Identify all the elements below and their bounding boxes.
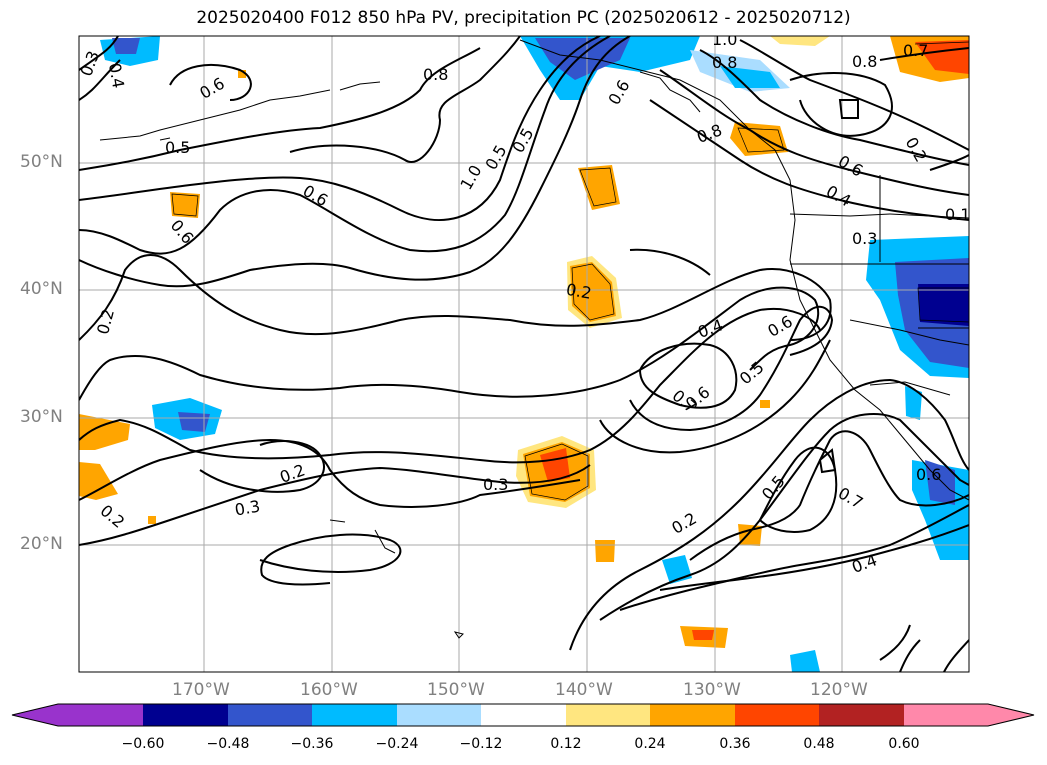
contour-label: 0.8 xyxy=(423,65,448,84)
contour-label: 0.3 xyxy=(483,475,508,494)
colorbar-bin xyxy=(735,704,819,726)
negative-anomaly-area xyxy=(112,38,140,54)
lat-label-40n: 40°N xyxy=(20,279,63,299)
colorbar xyxy=(11,703,1035,727)
colorbar-tick: −0.60 xyxy=(121,736,165,752)
colorbar-tick: 0.48 xyxy=(803,736,835,752)
colorbar-tick: 0.60 xyxy=(888,736,920,752)
contour-label: 0.7 xyxy=(903,41,928,60)
lat-label-30n: 30°N xyxy=(20,407,63,427)
contour-label: 0.6 xyxy=(916,465,941,484)
negative-anomaly-area xyxy=(720,66,780,88)
lat-label-20n: 20°N xyxy=(20,534,63,554)
contour-label: 0.8 xyxy=(852,52,877,71)
contour-label: 0.8 xyxy=(712,53,737,72)
lon-label-140w: 140°W xyxy=(555,680,613,700)
lon-label-150w: 150°W xyxy=(427,680,485,700)
contour-label: 0.2 xyxy=(565,280,593,303)
colorbar-tick: −0.36 xyxy=(290,736,334,752)
positive-anomaly-area xyxy=(79,414,130,450)
positive-anomaly-area xyxy=(595,540,615,562)
positive-anomaly-area xyxy=(79,462,118,500)
positive-anomaly-area xyxy=(148,516,156,524)
colorbar-bin xyxy=(143,704,228,726)
colorbar-bin xyxy=(228,704,312,726)
negative-anomaly-area xyxy=(178,412,210,432)
colorbar-extend-max xyxy=(904,704,1034,726)
positive-anomaly-area xyxy=(770,36,830,46)
negative-anomaly-area xyxy=(790,650,820,672)
contour-label: 1.0 xyxy=(712,30,737,49)
positive-anomaly-area xyxy=(692,630,714,640)
colorbar-tick: 0.12 xyxy=(550,736,582,752)
lat-label-50n: 50°N xyxy=(20,152,63,172)
contour-label: 0.5 xyxy=(165,138,190,157)
positive-anomaly-area xyxy=(570,262,616,322)
colorbar-bin xyxy=(397,704,481,726)
contour-label: 0.3 xyxy=(233,496,261,519)
positive-anomaly-area xyxy=(540,448,570,482)
negative-anomaly-area xyxy=(535,38,630,80)
positive-anomaly-area xyxy=(730,122,788,156)
colorbar-extend-min xyxy=(12,704,143,726)
contour-label: 0.1 xyxy=(945,205,970,224)
positive-anomaly-area xyxy=(170,192,200,218)
map-frame xyxy=(78,35,970,673)
colorbar-bin xyxy=(650,704,735,726)
lon-label-120w: 120°W xyxy=(810,680,868,700)
precip-outline xyxy=(171,41,969,501)
colorbar-tick: 0.36 xyxy=(719,736,751,752)
negative-anomaly-area xyxy=(925,460,955,505)
contour-label: 0.3 xyxy=(852,229,877,248)
colorbar-tick: −0.48 xyxy=(206,736,250,752)
lon-label-160w: 160°W xyxy=(300,680,358,700)
positive-anomaly-area xyxy=(760,400,770,408)
colorbar-tick: 0.24 xyxy=(634,736,666,752)
positive-anomaly-area xyxy=(578,165,620,210)
contour-label: 0.4 xyxy=(105,61,128,89)
pv-contours xyxy=(79,36,969,672)
colorbar-tick: −0.24 xyxy=(375,736,419,752)
colorbar-bin xyxy=(312,704,397,726)
colorbar-bin xyxy=(481,704,566,726)
negative-anomaly-area xyxy=(905,386,922,420)
colorbar-bin xyxy=(819,704,904,726)
map-title: 2025020400 F012 850 hPa PV, precipitatio… xyxy=(196,8,851,28)
colorbar-bin xyxy=(566,704,650,726)
lon-label-170w: 170°W xyxy=(172,680,230,700)
colorbar-tick: −0.12 xyxy=(459,736,503,752)
negative-anomaly-area xyxy=(918,284,969,326)
lon-label-130w: 130°W xyxy=(683,680,741,700)
map-plot-area: 0.3 0.4 0.6 0.5 0.8 1.0 0.5 0.5 0.6 0.8 … xyxy=(79,30,970,672)
